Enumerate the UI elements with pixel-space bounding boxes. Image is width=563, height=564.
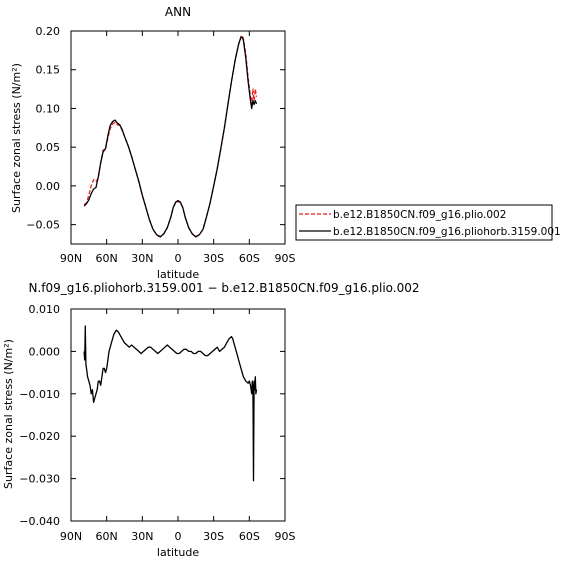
- bottom-y-tick-label: −0.030: [19, 473, 60, 486]
- top-title: ANN: [165, 5, 191, 19]
- bottom-x-tick-label: 30S: [203, 530, 224, 543]
- top-x-axis-label: latitude: [157, 268, 199, 281]
- bottom-y-tick-label: −0.010: [19, 388, 60, 401]
- top-series-line-2: [83, 36, 258, 238]
- top-x-tick-label: 0: [175, 252, 182, 265]
- legend-box: [295, 204, 553, 241]
- top-series-group: [83, 34, 258, 238]
- bottom-series-line-1: [83, 325, 258, 482]
- top-panel: ANN Surface zonal stress (N/m²) latitude…: [10, 5, 296, 281]
- top-y-tick-label: 0.10: [36, 102, 61, 115]
- bottom-y-tick-label: 0.010: [29, 303, 61, 316]
- top-x-tick-label: 30N: [131, 252, 153, 265]
- top-y-tick-label: −0.05: [26, 219, 60, 232]
- top-y-tick-label: 0.00: [36, 180, 61, 193]
- top-ticks: 90N 60N 30N 0 30S 60S 90S −0.05 0.00 0.05 0.10 0.15…: [26, 25, 295, 265]
- bottom-series-group: [83, 325, 258, 482]
- top-x-tick-label: 60S: [239, 252, 260, 265]
- top-y-tick-label: 0.05: [36, 141, 61, 154]
- bottom-x-tick-label: 90N: [60, 530, 82, 543]
- top-y-axis-label: Surface zonal stress (N/m²): [10, 63, 23, 213]
- bottom-y-tick-label: −0.020: [19, 430, 60, 443]
- bottom-title: N.f09_g16.pliohorb.3159.001 − b.e12.B185…: [28, 281, 419, 295]
- bottom-y-axis-label: Surface zonal stress (N/m²): [2, 339, 15, 489]
- top-y-tick-label: 0.15: [36, 64, 61, 77]
- top-x-tick-label: 60N: [96, 252, 118, 265]
- top-x-tick-label: 90N: [60, 252, 82, 265]
- top-y-tick-label: 0.20: [36, 25, 61, 38]
- legend: b.e12.B1850CN.f09_g16.plio.002 b.e12.B18…: [295, 204, 561, 241]
- bottom-x-tick-label: 60N: [96, 530, 118, 543]
- bottom-x-tick-label: 60S: [239, 530, 260, 543]
- top-x-tick-label: 90S: [275, 252, 296, 265]
- top-series-line-1: [83, 34, 258, 237]
- bottom-plot-frame: [70, 308, 286, 522]
- bottom-y-tick-label: −0.040: [19, 515, 60, 528]
- bottom-ticks: 90N 60N 30N 0 30S 60S 90S −0.040 −0.030 −0.020 −0.…: [19, 303, 295, 543]
- legend-label-series-1: b.e12.B1850CN.f09_g16.plio.002: [333, 209, 506, 221]
- bottom-x-tick-label: 90S: [275, 530, 296, 543]
- top-x-tick-label: 30S: [203, 252, 224, 265]
- bottom-x-tick-label: 0: [175, 530, 182, 543]
- bottom-x-axis-label: latitude: [157, 546, 199, 559]
- top-plot-frame: [70, 30, 286, 245]
- bottom-panel: N.f09_g16.pliohorb.3159.001 − b.e12.B185…: [2, 281, 420, 559]
- bottom-y-tick-label: 0.000: [29, 345, 61, 358]
- legend-label-series-2: b.e12.B1850CN.f09_g16.pliohorb.3159.001: [333, 226, 561, 238]
- bottom-x-tick-label: 30N: [131, 530, 153, 543]
